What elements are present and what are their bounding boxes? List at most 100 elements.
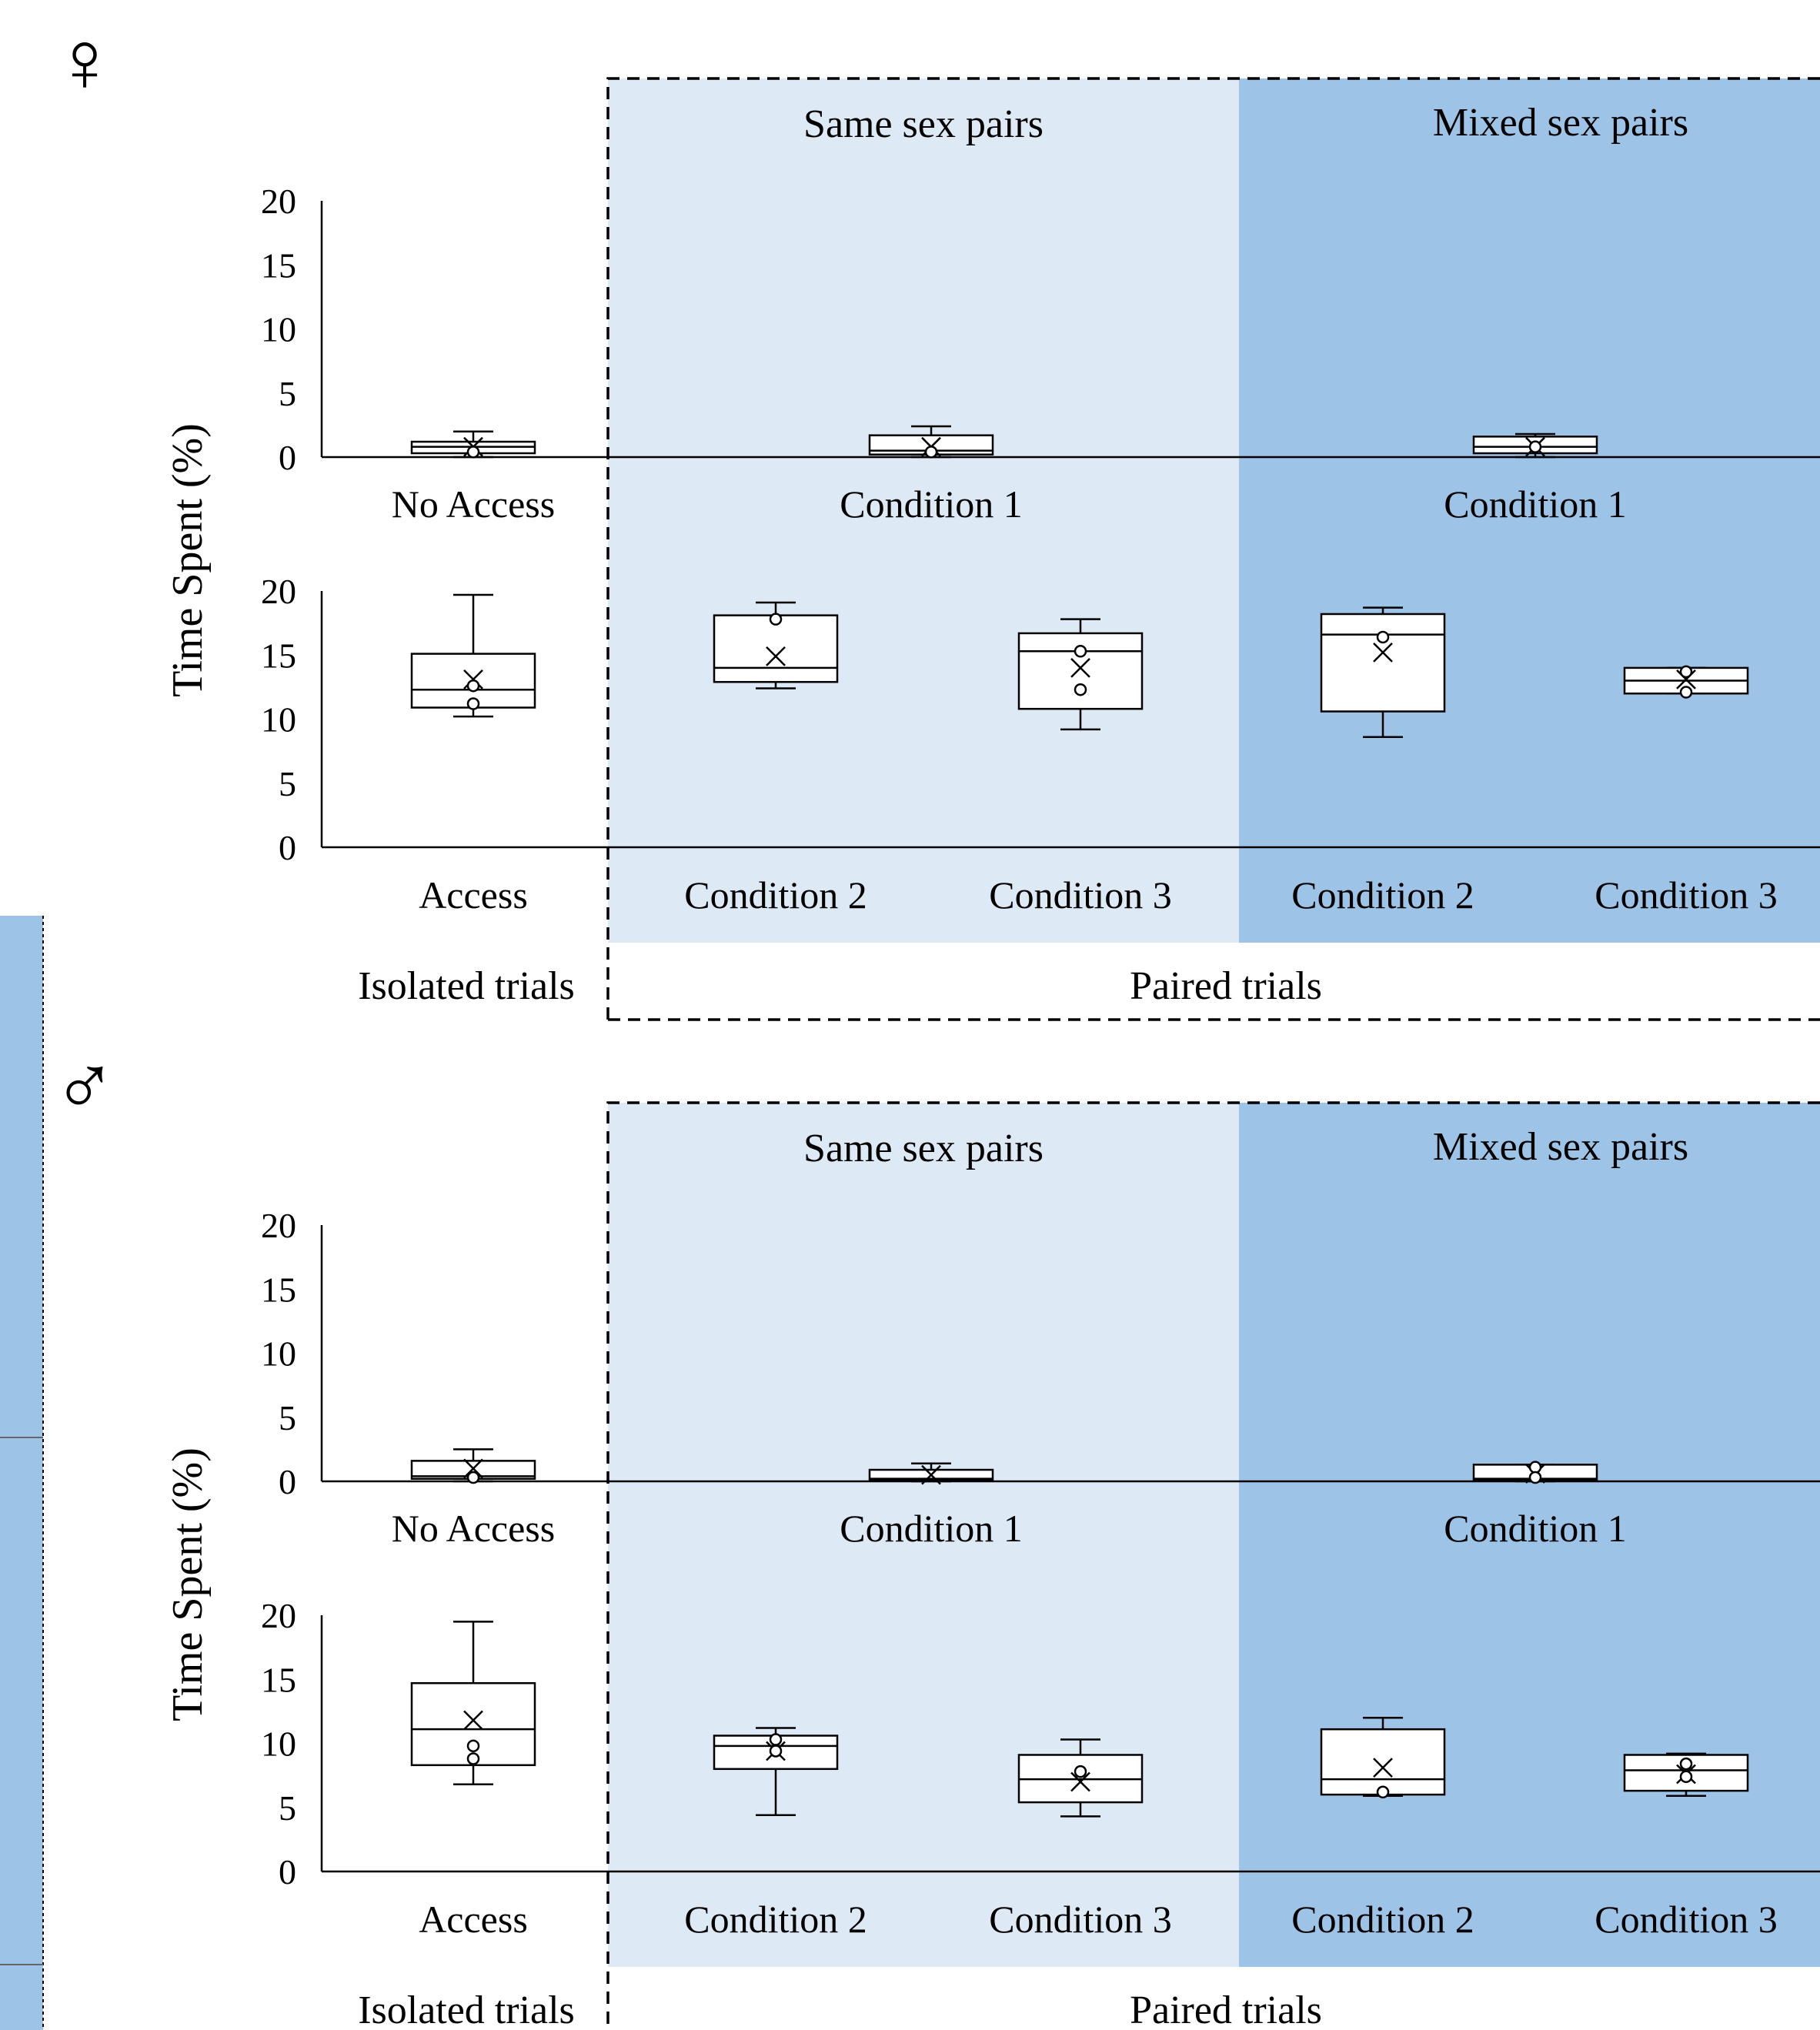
same-sex-background [608, 78, 1239, 943]
category-label: No Access [392, 1507, 555, 1550]
paired-trials-frame [606, 77, 1820, 1021]
isolated-trials-label: Isolated trials [358, 1988, 575, 2030]
data-point [924, 446, 938, 459]
box-iqr [713, 614, 839, 683]
mean-marker [463, 1458, 483, 1479]
data-point [1074, 645, 1087, 658]
category-label: Condition 3 [989, 1898, 1172, 1941]
mean-marker [766, 646, 786, 666]
box-plot [410, 1448, 536, 1484]
data-point [1074, 1765, 1087, 1778]
y-tick-label: 10 [261, 700, 296, 740]
category-label: Condition 2 [1291, 1898, 1474, 1941]
category-label: Condition 2 [684, 1898, 867, 1941]
mixed-sex-background [1239, 1103, 1820, 1967]
category-label: Access [419, 873, 528, 917]
y-axis-label: Time Spent (%) [164, 423, 212, 697]
y-tick-label: 10 [261, 1334, 296, 1374]
category-label: Condition 1 [840, 482, 1023, 526]
data-point [1376, 1785, 1390, 1799]
category-label: Condition 2 [684, 873, 867, 917]
mean-marker [1373, 643, 1393, 663]
box-plot [713, 601, 839, 689]
box-plot [410, 1621, 536, 1786]
mean-marker [921, 1464, 941, 1485]
category-label: Access [419, 1898, 528, 1941]
category-label: Condition 1 [1444, 1507, 1627, 1550]
box-plot [1623, 1752, 1749, 1798]
group-label-mixed-sex: Mixed sex pairs [1433, 101, 1688, 145]
data-point [769, 1745, 783, 1758]
group-label-mixed-sex: Mixed sex pairs [1433, 1125, 1688, 1169]
mean-marker [1070, 658, 1090, 678]
y-tick-label: 0 [279, 1852, 296, 1891]
y-tick-label: 5 [279, 374, 296, 413]
box-plot [1472, 432, 1598, 459]
mean-marker [463, 1710, 483, 1731]
box-plot [410, 593, 536, 718]
box-plot [868, 1462, 994, 1485]
box-plot [410, 430, 536, 459]
y-tick-label: 5 [279, 1398, 296, 1437]
y-tick-label: 0 [279, 828, 296, 867]
y-tick-label: 15 [261, 1660, 296, 1699]
isolated-trials-label: Isolated trials [358, 964, 575, 1008]
y-tick-label: 10 [261, 310, 296, 349]
y-tick-label: 20 [261, 182, 296, 221]
y-tick-label: 20 [261, 572, 296, 611]
mean-marker [1070, 1771, 1090, 1792]
box-plot [1017, 1738, 1144, 1818]
mixed-sex-background [1239, 78, 1820, 943]
paired-trials-label: Paired trials [1130, 1988, 1322, 2030]
y-tick-label: 15 [261, 245, 296, 285]
sex-symbol-icon: ♀ [52, 15, 117, 110]
data-point [1679, 686, 1693, 699]
box-iqr [1320, 613, 1446, 713]
left-edge-strip [0, 916, 43, 2030]
y-axis-label: Time Spent (%) [164, 1447, 212, 1721]
paired-trials-frame [606, 1101, 1820, 2030]
y-tick-label: 15 [261, 636, 296, 675]
same-sex-background [608, 1103, 1239, 1967]
category-label: No Access [392, 482, 555, 526]
category-label: Condition 3 [1595, 873, 1778, 917]
category-label: Condition 1 [1444, 482, 1627, 526]
box-plot [1320, 1716, 1446, 1799]
y-tick-label: 0 [279, 438, 296, 477]
data-point [769, 1733, 783, 1746]
y-tick-label: 10 [261, 1724, 296, 1764]
data-point [769, 613, 783, 626]
box-iqr [1017, 632, 1144, 710]
data-point [466, 446, 480, 459]
group-label-same-sex: Same sex pairs [803, 1127, 1044, 1170]
category-label: Condition 3 [989, 873, 1172, 917]
y-tick-label: 20 [261, 1206, 296, 1245]
box-plot [1320, 606, 1446, 739]
y-tick-label: 15 [261, 1270, 296, 1309]
box-plot [1017, 618, 1144, 731]
paired-trials-label: Paired trials [1130, 964, 1322, 1008]
y-tick-label: 5 [279, 764, 296, 803]
y-tick-label: 0 [279, 1462, 296, 1501]
category-label: Condition 2 [1291, 873, 1474, 917]
data-point [1679, 1757, 1693, 1771]
box-plot [868, 425, 994, 459]
box-iqr [1320, 1728, 1446, 1796]
data-point [1528, 1461, 1542, 1474]
y-tick-label: 20 [261, 1596, 296, 1635]
sex-symbol-icon: ♂ [52, 1039, 117, 1134]
category-label: Condition 3 [1595, 1898, 1778, 1941]
box-plot [1472, 1461, 1598, 1484]
data-point [1528, 1471, 1542, 1484]
y-tick-label: 5 [279, 1788, 296, 1828]
data-point [1679, 1770, 1693, 1784]
data-point [1679, 665, 1693, 679]
data-point [466, 1739, 480, 1753]
group-label-same-sex: Same sex pairs [803, 102, 1044, 146]
data-point [466, 679, 480, 693]
data-point [466, 1471, 480, 1484]
box-plot [1623, 665, 1749, 699]
data-point [1074, 683, 1087, 696]
data-point [466, 697, 480, 710]
